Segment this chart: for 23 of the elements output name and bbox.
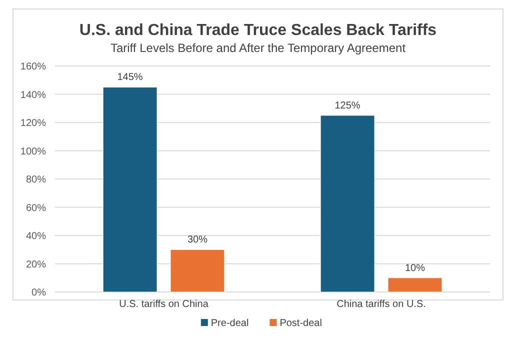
y-tick-label: 0%: [32, 288, 46, 298]
chart-subtitle: Tariff Levels Before and After the Temporary Agreement: [110, 41, 406, 55]
x-tick-label: China tariffs on U.S.: [336, 299, 426, 310]
y-tick-label: 120%: [20, 118, 46, 129]
x-tick-label: U.S. tariffs on China: [119, 299, 209, 310]
chart-title: U.S. and China Trade Truce Scales Back Tariffs: [79, 22, 437, 39]
y-tick-label: 140%: [20, 90, 46, 101]
y-tick-label: 80%: [26, 174, 46, 186]
data-label: 125%: [334, 100, 360, 112]
y-tick-label: 100%: [20, 146, 46, 158]
bar: [388, 278, 442, 292]
y-tick-label: 60%: [26, 202, 46, 214]
y-tick-label: 40%: [26, 231, 46, 242]
legend-label: Pre-deal: [210, 318, 249, 329]
y-tick-label: 160%: [20, 62, 46, 72]
y-tick-label: 20%: [26, 259, 46, 270]
data-label: 145%: [117, 72, 143, 84]
data-label: 10%: [404, 262, 426, 274]
bar: [102, 86, 158, 292]
bar: [320, 115, 375, 292]
bar: [170, 249, 225, 292]
legend-label: Post-deal: [280, 318, 322, 329]
data-label: 30%: [187, 234, 208, 246]
